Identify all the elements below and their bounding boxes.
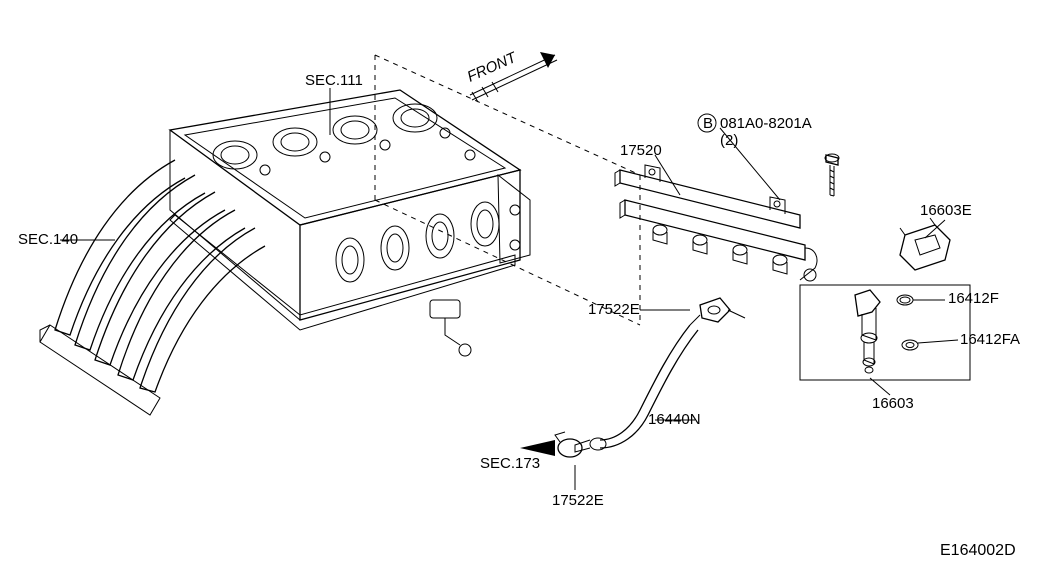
front-arrow: FRONT xyxy=(465,48,557,102)
bolt-marker: B xyxy=(703,115,713,132)
label-bolt-qty: (2) xyxy=(720,132,738,149)
label-16440n: 16440N xyxy=(648,411,701,428)
fitting-17522e-top xyxy=(690,298,745,325)
intake-runners xyxy=(40,160,265,415)
injector-ports xyxy=(336,202,499,282)
label-sec111: SEC.111 xyxy=(305,72,363,89)
clip-16603e xyxy=(900,218,950,270)
diagram-id: E164002D xyxy=(940,542,1016,559)
label-bolt-spec: 081A0-8201A xyxy=(720,115,812,132)
label-16603e: 16603E xyxy=(920,202,972,219)
label-17522e-bot: 17522E xyxy=(552,492,604,509)
label-16603: 16603 xyxy=(872,395,914,412)
injector-detail xyxy=(800,285,970,380)
parts-diagram: FRONT xyxy=(0,0,1045,572)
label-16412f: 16412F xyxy=(948,290,999,307)
sec173-arrow xyxy=(520,440,555,456)
label-17520: 17520 xyxy=(620,142,662,159)
projection-box xyxy=(375,55,640,325)
engine-assembly xyxy=(40,90,530,415)
label-sec140: SEC.140 xyxy=(18,231,78,248)
label-17522e-top: 17522E xyxy=(588,301,640,318)
hose-16440n xyxy=(575,325,698,452)
label-16412fa: 16412FA xyxy=(960,331,1020,348)
lower-connector xyxy=(430,300,471,356)
front-label: FRONT xyxy=(465,48,521,85)
fuel-rail xyxy=(615,165,817,281)
label-sec173: SEC.173 xyxy=(480,455,540,472)
